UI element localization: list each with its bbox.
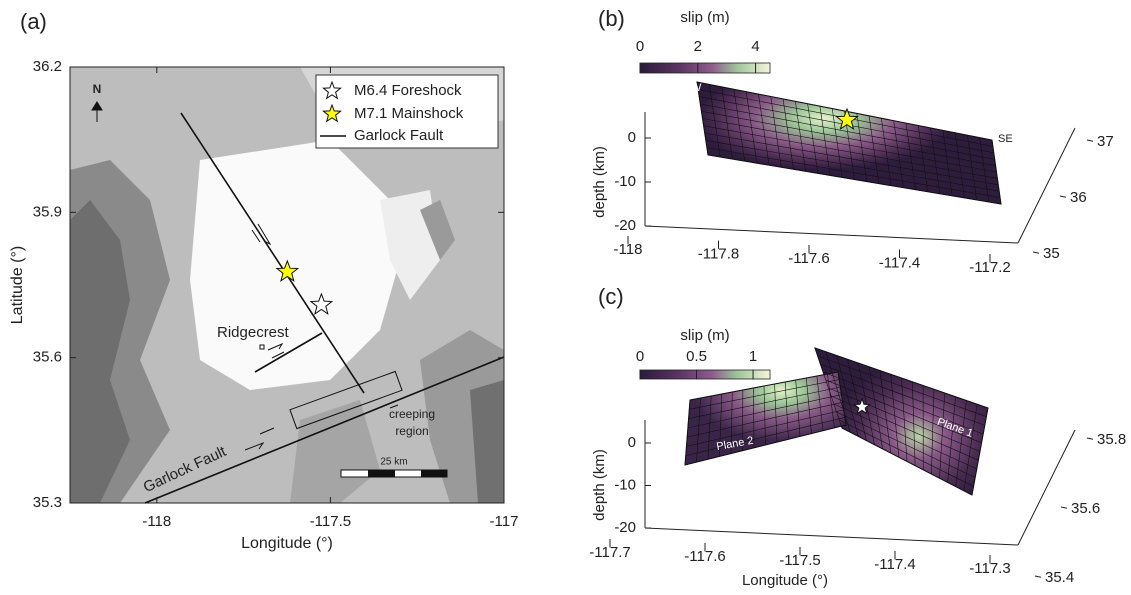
- z-tick-label: -20: [614, 217, 636, 234]
- y-axis-label: Latitude (°): [9, 246, 26, 324]
- x-tick-label: -118: [142, 513, 171, 530]
- z-axis-label: depth (km): [591, 146, 608, 218]
- creep-label: creeping: [389, 407, 435, 421]
- legend-entry: M6.4 Foreshock: [354, 82, 462, 99]
- y-tick-label: 36: [1070, 189, 1087, 206]
- colorbar-tick-label: 0.5: [686, 348, 707, 365]
- y-tick-label: 37: [1097, 133, 1114, 150]
- y-tick-label: 35.4: [1045, 569, 1074, 586]
- tick-mark: [1061, 507, 1067, 508]
- north-label: N: [93, 82, 102, 96]
- direction-label: NW: [683, 82, 702, 94]
- colorbar-tick-label: 1: [749, 348, 757, 365]
- scale-bar: [341, 470, 447, 477]
- x-tick-label: -117.5: [310, 513, 351, 530]
- colorbar-label: slip (m): [680, 9, 729, 26]
- colorbar-tick-label: 4: [751, 38, 759, 55]
- panel-label: (c): [598, 284, 624, 309]
- tick-mark: [1087, 140, 1093, 141]
- x-tick-label: -117.3: [969, 560, 1010, 577]
- y-tick-label: 35.9: [33, 203, 62, 220]
- y-tick-label: 36.2: [33, 58, 62, 75]
- panel-label: (a): [20, 9, 47, 34]
- z-tick-label: -10: [614, 173, 636, 190]
- y-tick-label: 35.8: [1097, 431, 1126, 448]
- z-axis-label: depth (km): [591, 449, 608, 521]
- page: (a) (b) (c) Longitude (°) Latitude (°) M…: [0, 0, 1131, 595]
- legend-entry: M7.1 Mainshock: [354, 105, 464, 122]
- x-tick-label: -117.5: [779, 552, 820, 569]
- x-axis-label: Longitude (°): [241, 535, 333, 552]
- panel-label: (b): [598, 6, 625, 31]
- x-tick-label: -117.8: [698, 245, 739, 262]
- y-tick-label: 35.3: [33, 494, 62, 511]
- city-label: Ridgecrest: [217, 324, 290, 341]
- z-tick-label: -20: [614, 519, 636, 536]
- x-tick-label: -117.2: [969, 259, 1010, 276]
- tick-mark: [1087, 438, 1093, 439]
- colorbar: [640, 370, 770, 379]
- scale-label: 25 km: [380, 457, 407, 468]
- tick-mark: [1035, 576, 1041, 577]
- x-tick-label: -117.4: [874, 556, 915, 573]
- colorbar: [640, 63, 770, 73]
- z-tick-label: -10: [614, 476, 636, 493]
- x-tick-label: -118: [614, 241, 643, 258]
- colorbar-tick-label: 2: [694, 38, 702, 55]
- colorbar-label: slip (m): [680, 327, 729, 344]
- x-tick-label: -117.4: [879, 254, 920, 271]
- colorbar-tick-label: 0: [636, 38, 644, 55]
- x-tick-label: -117: [490, 513, 519, 530]
- tick-mark: [1060, 196, 1066, 197]
- legend-entry: Garlock Fault: [354, 127, 444, 144]
- x-tick-label: -117.6: [684, 548, 725, 565]
- z-tick-label: 0: [628, 129, 636, 146]
- y-tick-label: 35.6: [33, 349, 62, 366]
- tick-mark: [1033, 252, 1039, 253]
- z-tick-label: 0: [628, 434, 636, 451]
- x-tick-label: -117.6: [788, 250, 829, 267]
- creep-label: region: [395, 424, 428, 438]
- figure: (a) (b) (c) Longitude (°) Latitude (°) M…: [0, 0, 1131, 595]
- y-tick-label: 35.6: [1071, 500, 1100, 517]
- y-tick-label: 35: [1043, 245, 1060, 262]
- x-axis-label: Longitude (°): [742, 572, 828, 589]
- direction-label: SE: [998, 133, 1013, 145]
- colorbar-tick-label: 0: [636, 348, 644, 365]
- x-tick-label: -117.7: [589, 544, 630, 561]
